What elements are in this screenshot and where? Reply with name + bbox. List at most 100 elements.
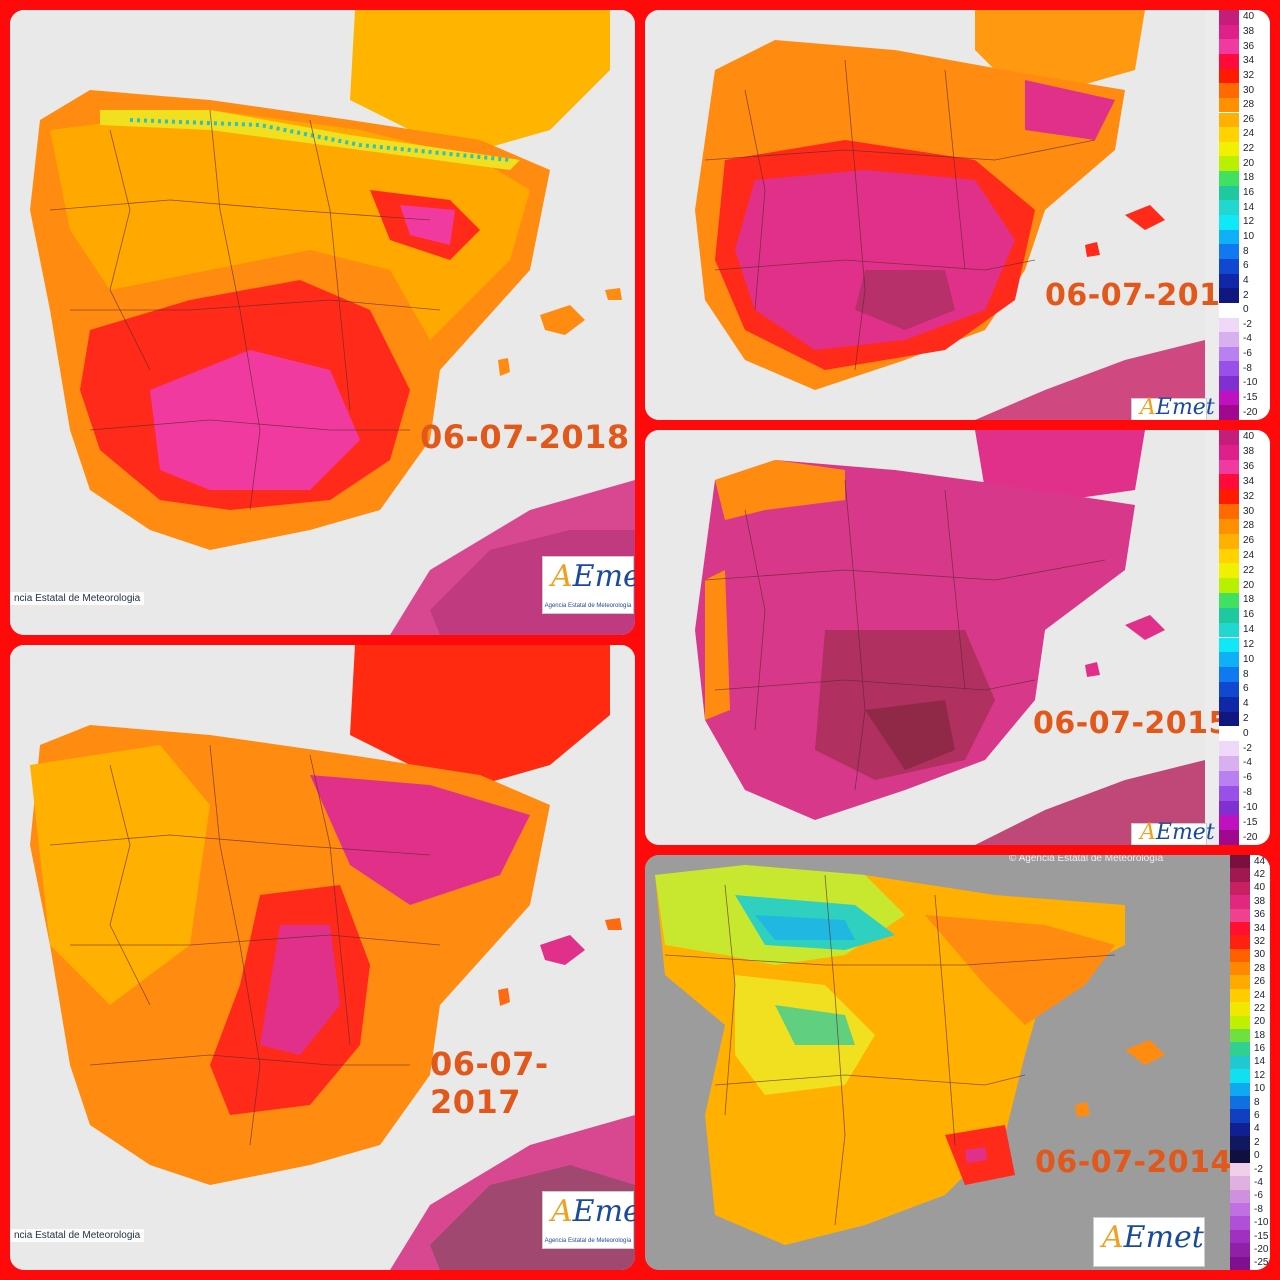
legend-label: 16 (1254, 1043, 1266, 1055)
map-panel-2015: 06-07-2015 AEmet 40 38 36 34 32 30 28 26 24 22 20 1… (645, 430, 1270, 845)
legend-row: 2 (1219, 288, 1270, 303)
legend-swatch (1230, 1243, 1250, 1257)
legend-swatch (1230, 1069, 1250, 1083)
legend-swatch (1219, 53, 1239, 69)
legend-row: 36 (1230, 908, 1270, 922)
legend-row: -4 (1230, 1176, 1270, 1190)
legend-row: 20 (1219, 578, 1270, 594)
legend-label: 38 (1243, 25, 1255, 37)
legend-row: -10 (1230, 1216, 1270, 1230)
legend-swatch (1230, 1002, 1250, 1016)
legend-label: -6 (1254, 1190, 1263, 1202)
legend-label: 32 (1243, 69, 1255, 81)
legend-row: 26 (1219, 112, 1270, 128)
legend-row: -20 (1219, 405, 1270, 420)
legend-swatch (1219, 533, 1239, 549)
legend-label: 22 (1243, 564, 1255, 576)
legend-swatch (1219, 518, 1239, 534)
legend-swatch (1230, 988, 1250, 1003)
legend-label: -15 (1243, 816, 1258, 828)
legend-swatch (1230, 1109, 1250, 1123)
credit-text: ncia Estatal de Meteorologia (10, 592, 145, 605)
legend-row: 12 (1230, 1069, 1270, 1083)
legend-swatch (1219, 229, 1239, 245)
legend-row: -25 (1230, 1256, 1270, 1270)
legend-row: 8 (1219, 244, 1270, 259)
legend-swatch (1219, 607, 1239, 623)
legend-swatch (1219, 361, 1239, 377)
legend-swatch (1219, 288, 1239, 303)
legend-label: 42 (1254, 869, 1266, 881)
legend-row: 16 (1219, 607, 1270, 623)
legend-row: 20 (1219, 156, 1270, 172)
aemet-logo: AEmet Agencia Estatal de Meteorología (542, 556, 635, 614)
legend-swatch (1230, 1095, 1250, 1110)
legend-swatch (1230, 1256, 1250, 1270)
legend-swatch (1219, 171, 1239, 186)
legend-label: 10 (1243, 653, 1255, 665)
legend-label: 4 (1243, 274, 1249, 286)
legend-swatch (1219, 741, 1239, 757)
legend-label: 40 (1243, 431, 1255, 443)
legend-label: -8 (1243, 787, 1252, 799)
legend-row: 2 (1219, 711, 1270, 727)
legend-label: 22 (1243, 143, 1255, 155)
legend-swatch (1219, 563, 1239, 579)
temperature-map-2018 (10, 10, 635, 635)
legend-label: 32 (1243, 490, 1255, 502)
legend-swatch (1230, 895, 1250, 909)
legend-label: 20 (1243, 579, 1255, 591)
legend-row: 14 (1219, 622, 1270, 638)
legend-row: 0 (1219, 726, 1270, 742)
legend-row: 38 (1230, 895, 1270, 909)
legend-row: 6 (1230, 1109, 1270, 1123)
legend-row: -2 (1219, 317, 1270, 333)
temperature-map-2016 (645, 10, 1205, 420)
legend-row: -15 (1230, 1229, 1270, 1244)
legend-label: -8 (1243, 362, 1252, 374)
legend-row: 30 (1219, 83, 1270, 98)
map-panel-2017: 06-07-2017 ncia Estatal de Meteorologia … (10, 645, 635, 1270)
legend-label: 36 (1254, 909, 1266, 921)
aemet-logo: AEmet (1131, 820, 1215, 845)
legend-swatch (1219, 430, 1239, 445)
date-label: 06-07-2018 (420, 418, 630, 456)
legend-row: 42 (1230, 868, 1270, 882)
legend-label: 32 (1254, 936, 1266, 947)
legend-row: 38 (1219, 24, 1270, 40)
legend-label: 34 (1243, 55, 1255, 67)
legend-swatch (1219, 652, 1239, 668)
legend-swatch (1219, 97, 1239, 113)
legend-swatch (1219, 346, 1239, 362)
legend-label: 2 (1243, 289, 1249, 301)
legend-label: -25 (1254, 1257, 1269, 1269)
legend-label: 34 (1254, 922, 1266, 934)
legend-row: 26 (1219, 533, 1270, 549)
legend-row: -6 (1230, 1189, 1270, 1204)
legend-swatch (1219, 578, 1239, 594)
legend-row: 0 (1219, 302, 1270, 318)
legend-row: 26 (1230, 975, 1270, 989)
legend-swatch (1219, 302, 1239, 318)
legend-swatch (1219, 785, 1239, 801)
legend-row: 2 (1230, 1136, 1270, 1150)
legend-row: 38 (1219, 444, 1270, 460)
legend-label: 12 (1243, 638, 1255, 650)
legend-label: 4 (1254, 1123, 1260, 1135)
legend-label: -8 (1254, 1203, 1263, 1215)
legend-row: 18 (1219, 171, 1270, 186)
legend-swatch (1219, 376, 1239, 391)
legend-row: 20 (1230, 1015, 1270, 1030)
legend-label: -20 (1243, 406, 1258, 418)
legend-row: 28 (1219, 518, 1270, 534)
legend-row: 10 (1230, 1082, 1270, 1096)
legend-label: 28 (1243, 99, 1255, 111)
legend-row: 4 (1219, 696, 1270, 712)
legend-label: -15 (1254, 1230, 1269, 1242)
legend-swatch (1219, 548, 1239, 564)
legend-label: -2 (1254, 1163, 1263, 1175)
legend-swatch (1230, 868, 1250, 882)
legend-label: 8 (1243, 245, 1249, 257)
legend-swatch (1219, 332, 1239, 347)
aemet-logo: AEmet (1131, 395, 1215, 420)
